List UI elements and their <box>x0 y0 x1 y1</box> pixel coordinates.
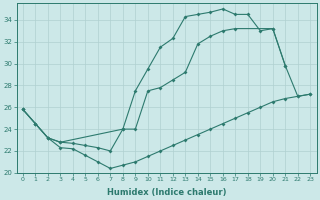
X-axis label: Humidex (Indice chaleur): Humidex (Indice chaleur) <box>107 188 226 197</box>
